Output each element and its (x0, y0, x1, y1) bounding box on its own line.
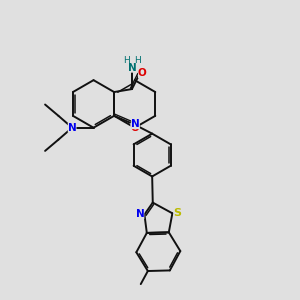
Text: N: N (136, 209, 144, 219)
Text: N: N (128, 63, 136, 73)
Text: N: N (131, 119, 140, 129)
Text: H: H (123, 56, 130, 65)
Text: O: O (130, 123, 139, 133)
Text: N: N (68, 123, 76, 133)
Text: S: S (173, 208, 181, 218)
Text: O: O (138, 68, 147, 78)
Text: H: H (134, 56, 141, 65)
